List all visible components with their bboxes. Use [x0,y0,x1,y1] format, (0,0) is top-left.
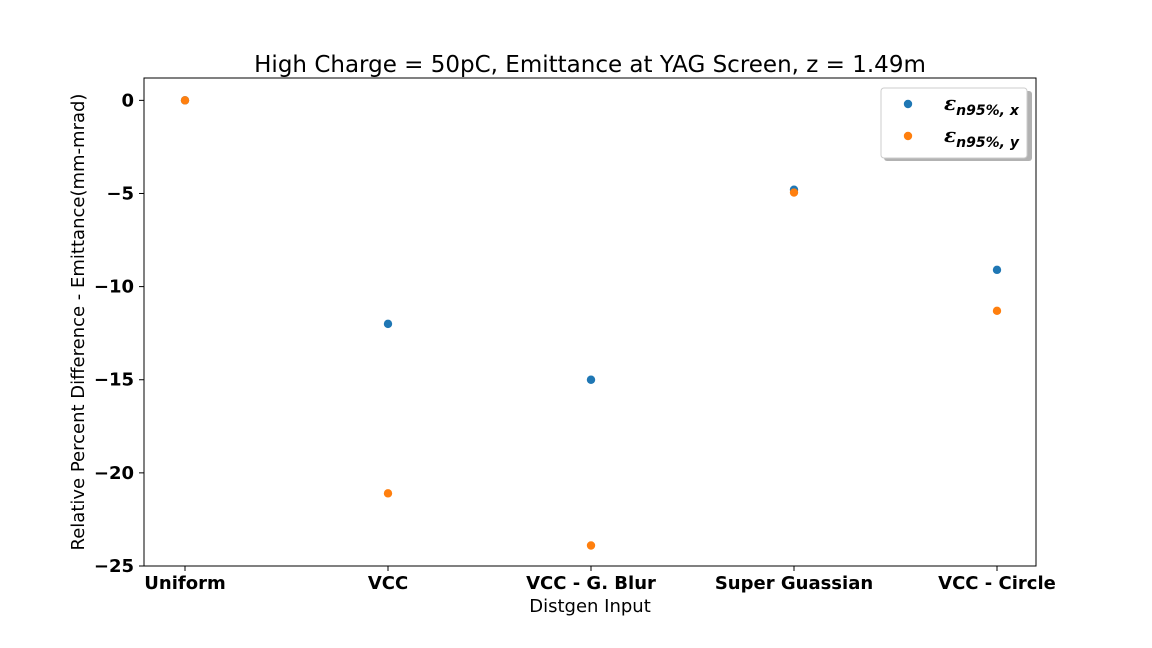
x-axis: Uniform VCC VCC - G. Blur Super Guassian VCC… [144,566,1056,594]
y-tick-label: −10 [94,277,134,298]
point-series-2-vcc-circle [992,306,1002,316]
point-series-2-uniform [180,96,190,105]
y-tick-label: −20 [94,463,134,484]
x-tick-label: VCC - G. Blur [526,573,656,594]
legend-marker-1 [903,99,913,109]
x-tick-label: Uniform [144,573,225,594]
x-tick-label: Super Guassian [715,573,873,594]
point-series-2-super-guassian [789,188,799,197]
plot-area-frame [143,77,1037,567]
point-series-1-vcc [383,319,393,329]
y-tick-label: −25 [94,556,134,577]
point-series-2-vcc [383,489,393,498]
chart-title: High Charge = 50pC, Emittance at YAG Scr… [254,52,926,78]
y-tick-label: −15 [94,370,134,391]
y-tick-label: 0 [121,90,134,111]
legend-label-2: εn95%, y [944,123,1020,151]
y-tick-label: −5 [106,183,134,204]
x-axis-label: Distgen Input [529,596,651,617]
legend: εn95%, x εn95%, y [880,87,1032,161]
y-axis-label: Relative Percent Difference - Emittance(… [68,94,89,551]
x-tick-label: VCC [368,573,408,594]
point-series-1-vcc-g-blur [586,375,596,384]
x-tick-label: VCC - Circle [938,573,1056,594]
point-series-2-vcc-g-blur [586,541,596,550]
point-series-1-vcc-circle [992,265,1002,275]
legend-marker-2 [903,131,913,141]
y-axis: 0 −5 −10 −15 −20 −25 [94,90,144,577]
legend-label-1: εn95%, x [944,91,1020,119]
legend-box [880,87,1028,159]
data-points [180,96,1002,550]
